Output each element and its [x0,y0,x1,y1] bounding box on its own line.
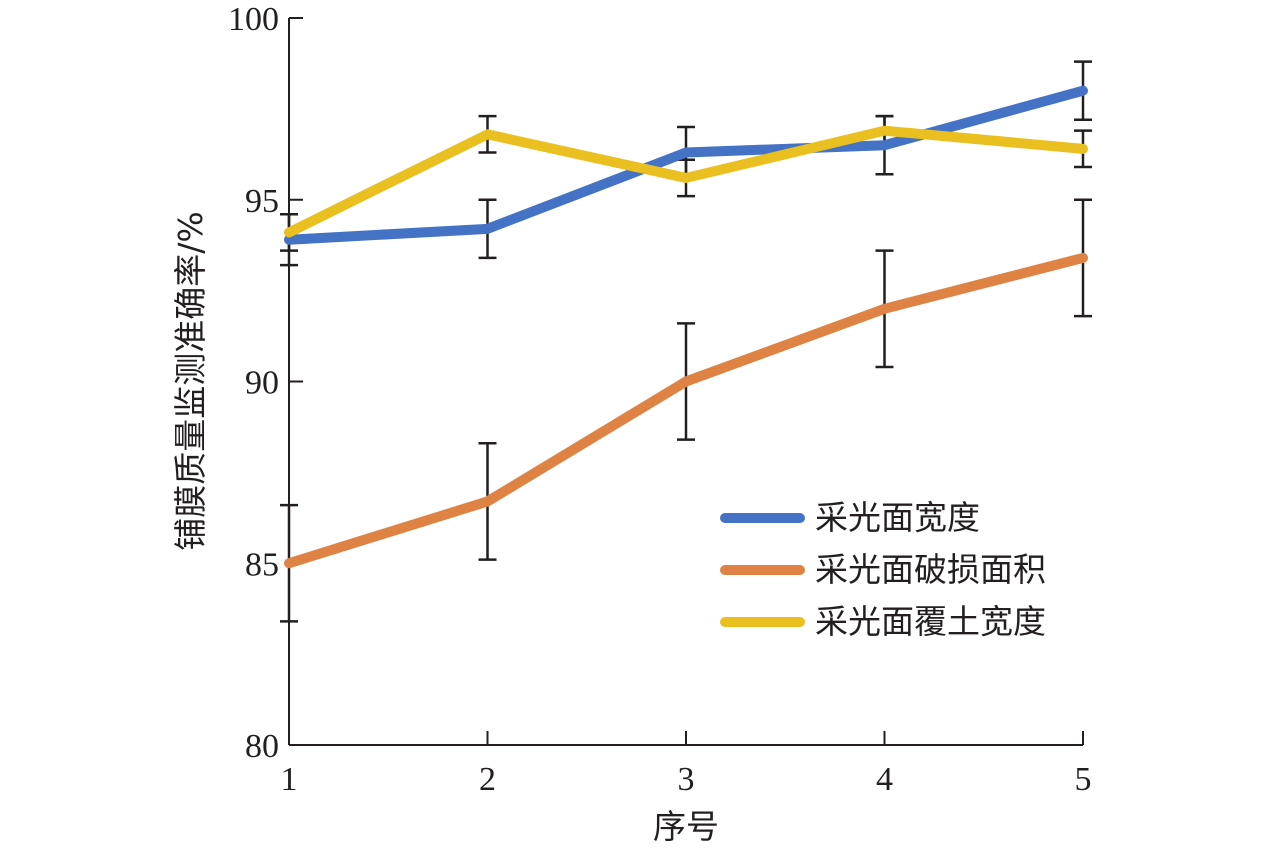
x-tick-label: 1 [281,761,298,798]
x-tick-label: 4 [876,761,893,798]
y-axis-title: 铺膜质量监测准确率/% [171,211,210,550]
series-line-2 [284,252,1088,569]
y-tick-label: 95 [245,183,279,220]
series-line-3 [284,125,1088,238]
series-line-1 [284,85,1088,245]
series-lines [284,85,1088,569]
y-tick-label: 100 [228,1,279,38]
ticks: 80 85 90 95 100 1 2 3 4 5 [228,1,1092,798]
legend-label: 采光面破损面积 [815,550,1046,589]
x-tick-label: 3 [678,761,695,798]
error-bars [280,60,1092,623]
x-tick-label: 5 [1075,761,1092,798]
y-tick-label: 80 [245,728,279,765]
x-axis-title: 序号 [653,807,719,846]
legend-label: 采光面宽度 [815,498,980,537]
legend-label: 采光面覆土宽度 [815,602,1046,641]
y-tick-label: 85 [245,546,279,583]
y-tick-label: 90 [245,365,279,402]
x-tick-label: 2 [479,761,496,798]
